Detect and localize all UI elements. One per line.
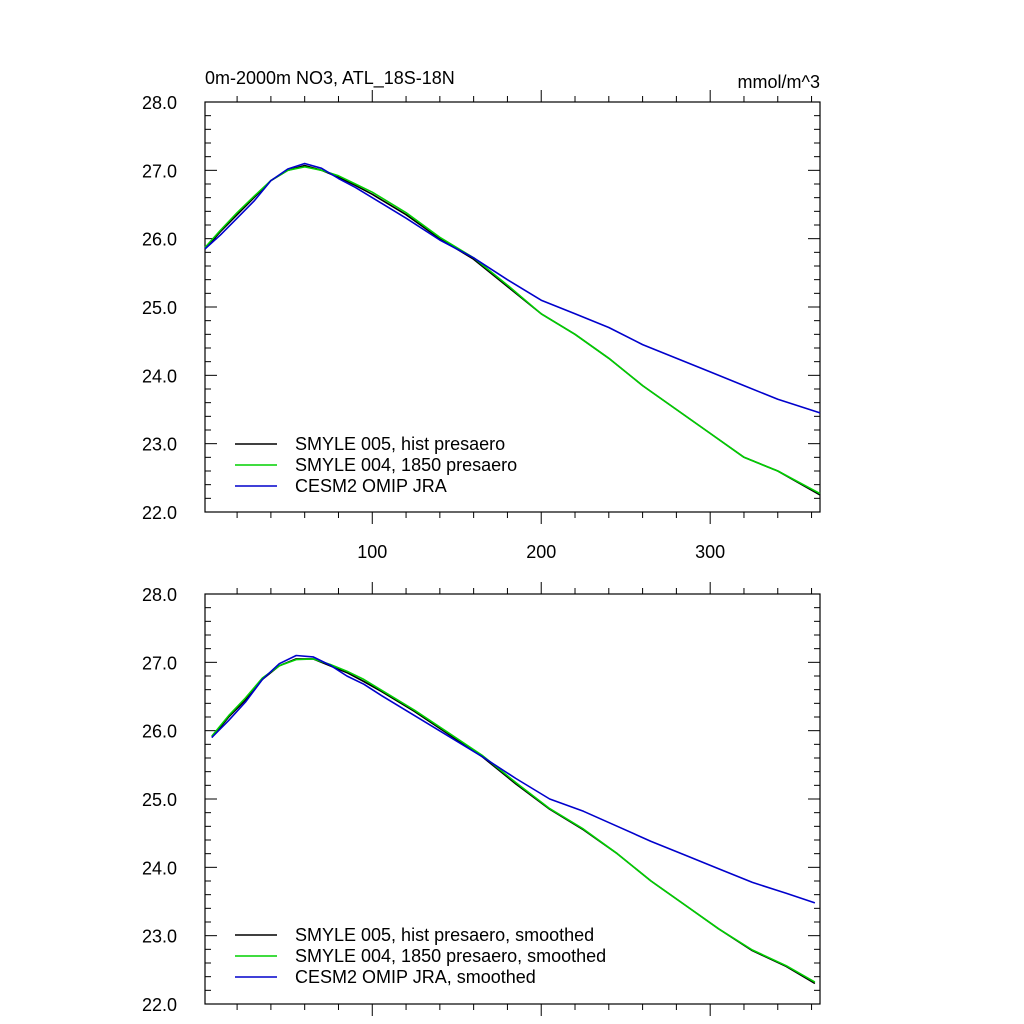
series-lines-top: [204, 162, 821, 496]
x-tick-label: 300: [695, 542, 725, 562]
y-tick-label: 28.0: [142, 93, 177, 113]
legend-entry: CESM2 OMIP JRA, smoothed: [295, 967, 536, 987]
chart-panel-top: 0m-2000m NO3, ATL_18S-18N mmol/m^3 22.02…: [142, 68, 821, 562]
series-line-2: [211, 658, 816, 983]
y-tick-label: 26.0: [142, 722, 177, 742]
x-tick-label: 100: [357, 542, 387, 562]
y-tick-label: 28.0: [142, 585, 177, 605]
y-tick-labels-top: 22.0 23.0 24.0 25.0 26.0 27.0 28.0: [142, 93, 177, 523]
y-tick-label: 23.0: [142, 435, 177, 455]
y-tick-label: 26.0: [142, 230, 177, 250]
series-line-3: [211, 654, 816, 904]
tick-marks-bottom: [205, 582, 820, 1016]
y-tick-label: 27.0: [142, 161, 177, 181]
legend-bottom: SMYLE 005, hist presaero, smoothedSMYLE …: [235, 925, 606, 987]
legend-entry: SMYLE 005, hist presaero: [295, 434, 505, 454]
chart-title: 0m-2000m NO3, ATL_18S-18N: [205, 68, 455, 89]
legend-entry: SMYLE 005, hist presaero, smoothed: [295, 925, 594, 945]
y-tick-label: 25.0: [142, 790, 177, 810]
series-lines-bottom: [211, 654, 816, 985]
chart-panel-bottom: 22.0 23.0 24.0 25.0 26.0 27.0 28.0 SMYLE 005, …: [142, 582, 821, 1016]
y-tick-label: 27.0: [142, 653, 177, 673]
legend-entry: SMYLE 004, 1850 presaero, smoothed: [295, 946, 606, 966]
units-label: mmol/m^3: [738, 72, 820, 92]
legend-entry: CESM2 OMIP JRA: [295, 476, 447, 496]
y-tick-label: 24.0: [142, 858, 177, 878]
y-tick-label: 25.0: [142, 298, 177, 318]
series-line-3: [204, 162, 821, 414]
tick-marks-top: [205, 90, 820, 524]
y-tick-label: 22.0: [142, 503, 177, 523]
y-tick-label: 23.0: [142, 927, 177, 947]
y-tick-label: 24.0: [142, 366, 177, 386]
x-tick-label: 200: [526, 542, 556, 562]
y-tick-labels-bottom: 22.0 23.0 24.0 25.0 26.0 27.0 28.0: [142, 585, 177, 1015]
legend-entry: SMYLE 004, 1850 presaero: [295, 455, 517, 475]
y-tick-label: 22.0: [142, 995, 177, 1015]
x-tick-labels-top: 100 200 300: [357, 542, 725, 562]
